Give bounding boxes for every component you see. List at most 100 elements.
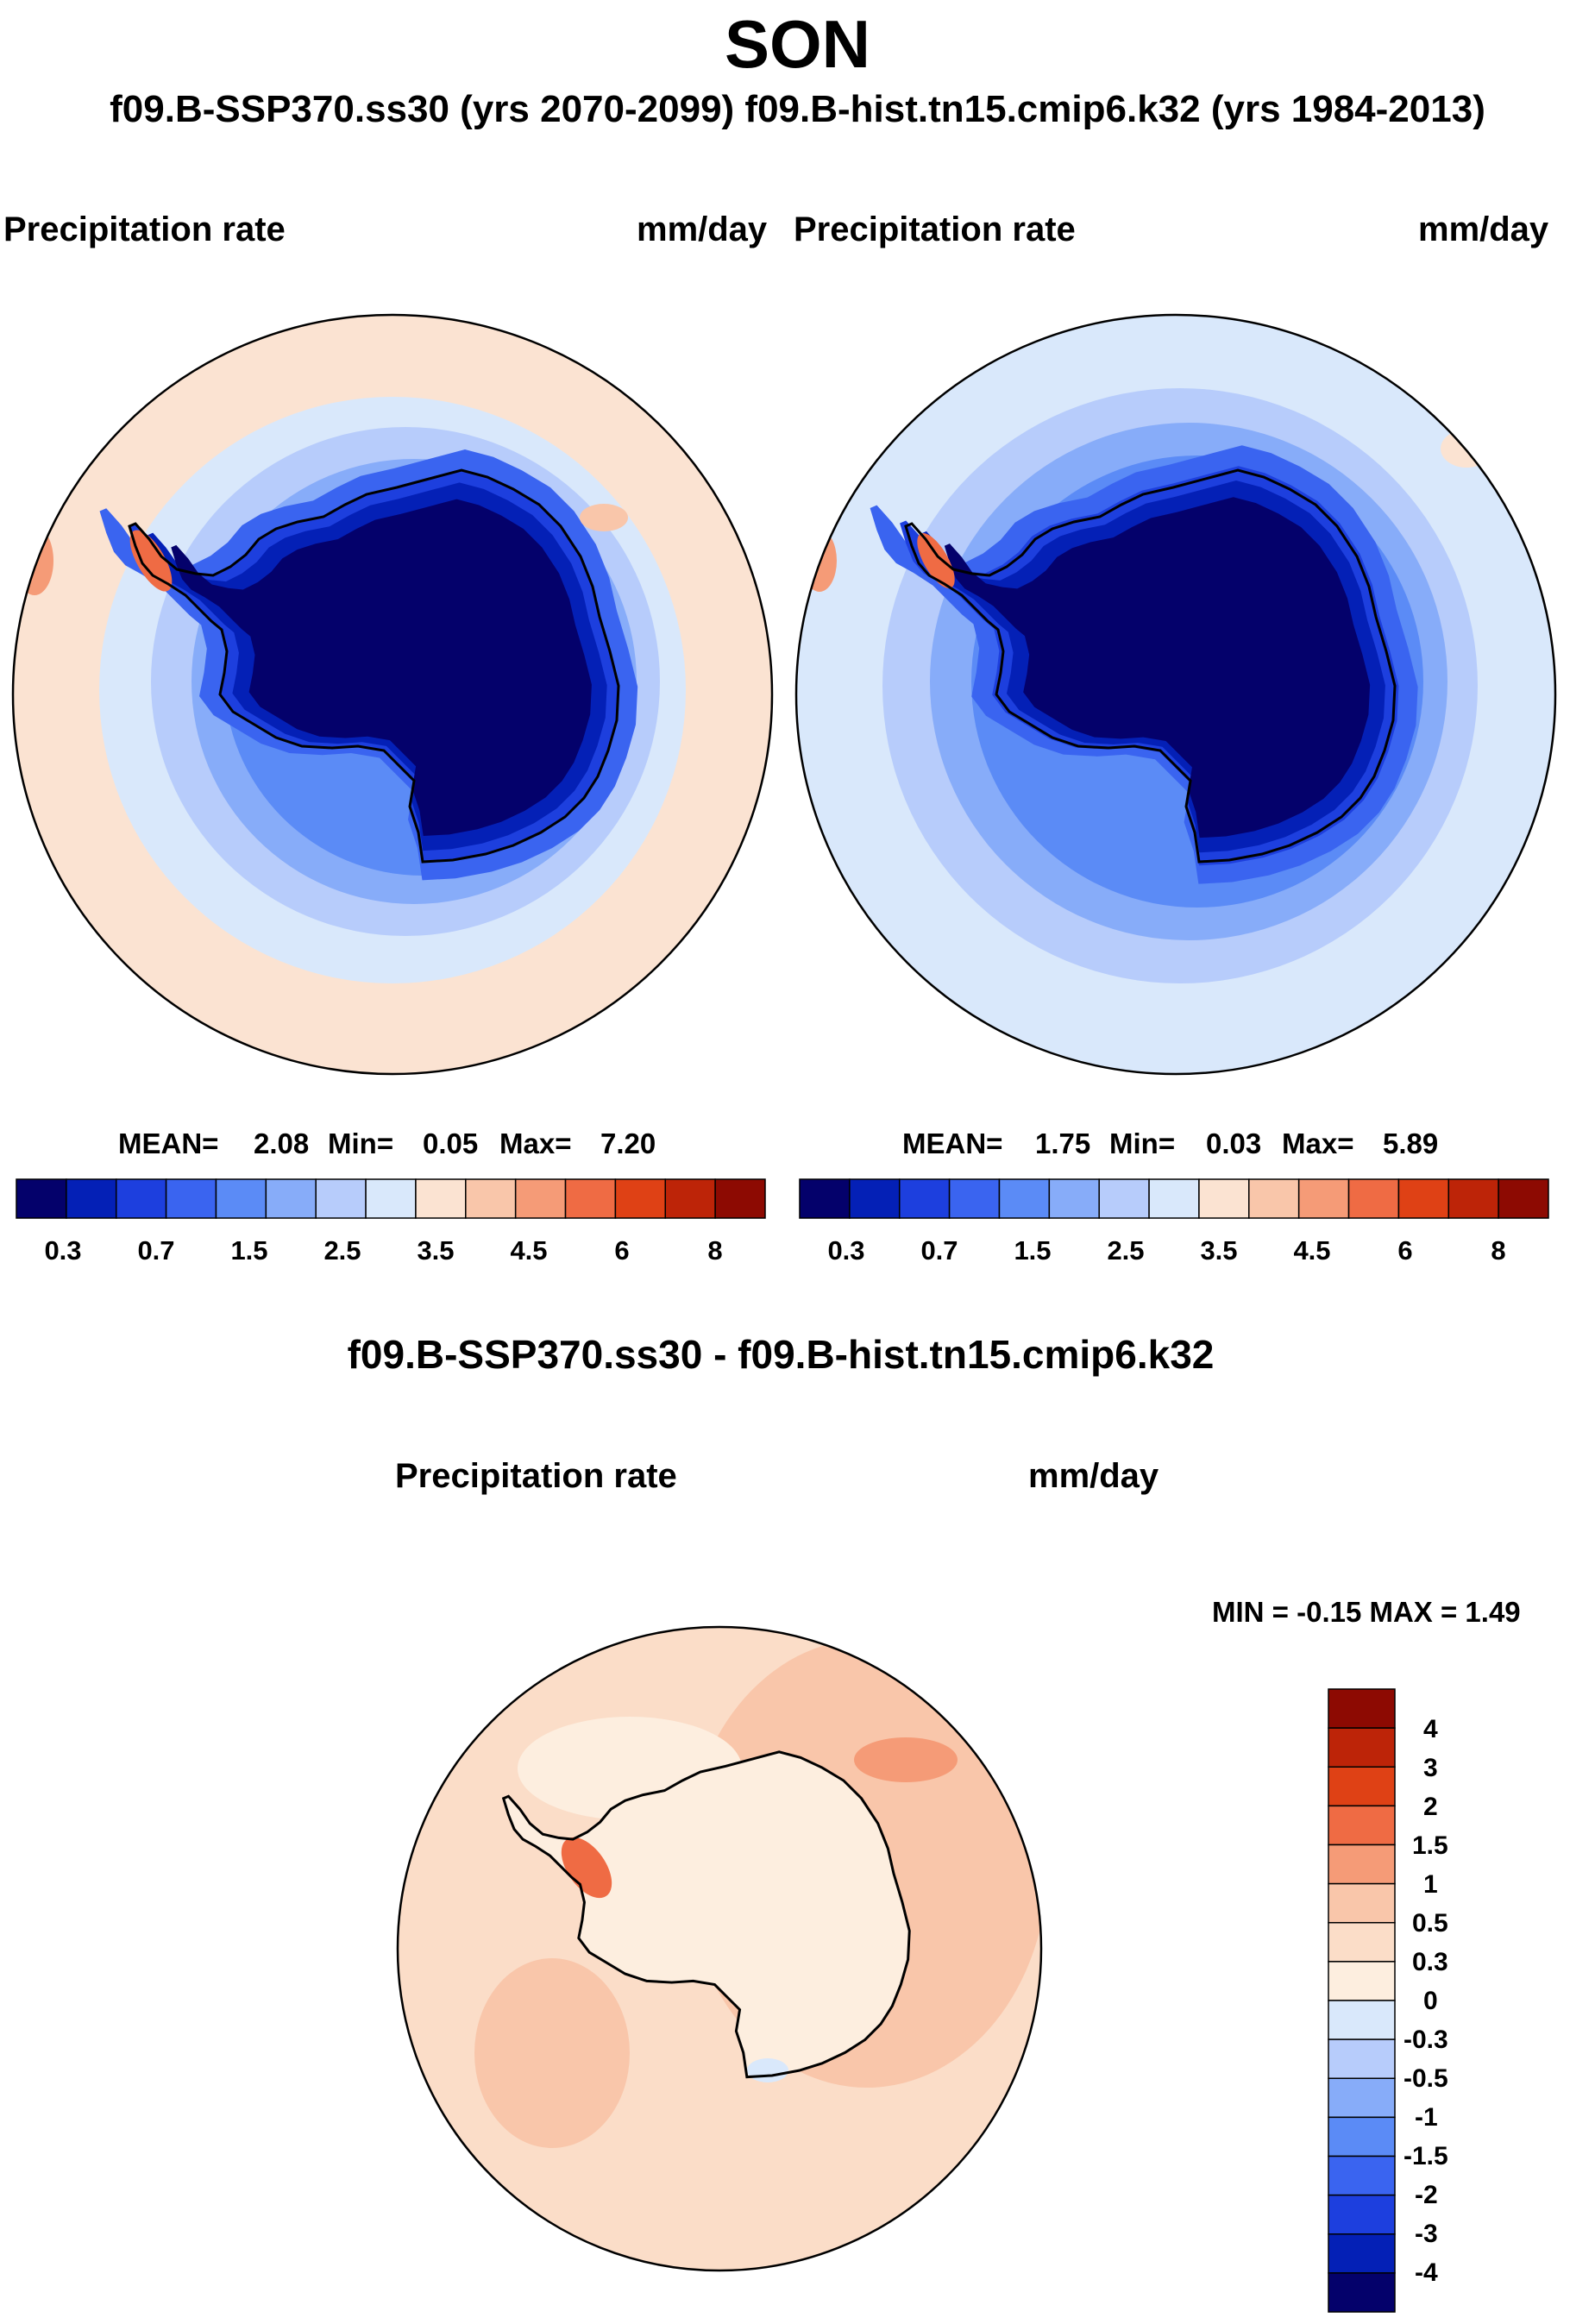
cbar1-tick: 6: [614, 1235, 630, 1266]
colorbar-swatch: [1048, 1178, 1100, 1219]
colorbar-swatch: [66, 1178, 117, 1219]
colorbar-swatch: [1328, 1766, 1396, 1807]
panel2-map: [796, 315, 1555, 1074]
cbar3-tick: -4: [1415, 2258, 1438, 2287]
cbar1-tick: 2.5: [323, 1235, 361, 1266]
cbar2-tick: 0.3: [827, 1235, 865, 1266]
colorbar-swatch: [1248, 1178, 1300, 1219]
panel3-map-border: [396, 1625, 1043, 2272]
colorbar-swatch: [16, 1178, 67, 1219]
cbar2-tick: 2.5: [1107, 1235, 1145, 1266]
panel3-left-label: Precipitation rate: [395, 1457, 677, 1495]
colorbar-swatch: [1148, 1178, 1200, 1219]
cbar1-tick: 3.5: [417, 1235, 455, 1266]
cbar3-tick: 4: [1423, 1715, 1438, 1743]
colorbar-swatch: [1328, 2272, 1396, 2313]
panel2-colorbar: [799, 1178, 1549, 1219]
colorbar-swatch: [1328, 1805, 1396, 1846]
panel2-mean-value: 1.75: [1035, 1127, 1091, 1159]
colorbar-swatch: [514, 1178, 567, 1219]
colorbar-swatch: [1328, 2194, 1396, 2235]
cbar2-tick: 6: [1397, 1235, 1413, 1266]
panel3-colorbar: [1328, 1688, 1396, 2313]
colorbar-swatch: [1328, 1961, 1396, 2001]
colorbar-swatch: [1328, 2038, 1396, 2080]
cbar1-tick: 4.5: [510, 1235, 548, 1266]
panel2-map-border: [794, 313, 1557, 1076]
colorbar-swatch: [365, 1178, 417, 1219]
cbar2-tick: 4.5: [1293, 1235, 1331, 1266]
colorbar-swatch: [1397, 1178, 1450, 1219]
cbar2-tick: 1.5: [1014, 1235, 1052, 1266]
colorbar-swatch: [1347, 1178, 1400, 1219]
panel1-min-value: 0.05: [423, 1127, 479, 1159]
colorbar-swatch: [564, 1178, 617, 1219]
colorbar-swatch: [115, 1178, 167, 1219]
cbar3-tick: -0.3: [1403, 2026, 1448, 2054]
cbar3-tick: 2: [1423, 1793, 1438, 1821]
panel3-units-label: mm/day: [1028, 1457, 1159, 1495]
colorbar-swatch: [415, 1178, 467, 1219]
panel1-map: [13, 315, 772, 1074]
colorbar-swatch: [1498, 1178, 1549, 1219]
cbar2-tick: 8: [1491, 1235, 1506, 1266]
difference-title: f09.B-SSP370.ss30 - f09.B-hist.tn15.cmip…: [347, 1332, 1215, 1377]
cbar2-tick: 3.5: [1200, 1235, 1238, 1266]
panel2-min-label: Min=: [1109, 1127, 1176, 1159]
colorbar-swatch: [714, 1178, 766, 1219]
cbar3-tick: 1.5: [1412, 1831, 1448, 1860]
colorbar-swatch: [1328, 2116, 1396, 2158]
colorbar-swatch: [1328, 2077, 1396, 2119]
colorbar-swatch: [1328, 2155, 1396, 2196]
cbar3-tick: -2: [1415, 2181, 1438, 2209]
colorbar-swatch: [1328, 1843, 1396, 1885]
panel1-mean-value: 2.08: [254, 1127, 310, 1159]
colorbar-swatch: [849, 1178, 901, 1219]
colorbar-swatch: [1447, 1178, 1499, 1219]
panel2-units-label: mm/day: [1418, 210, 1549, 248]
panel2-min-value: 0.03: [1206, 1127, 1262, 1159]
colorbar-swatch: [265, 1178, 317, 1219]
cbar1-tick: 8: [707, 1235, 723, 1266]
colorbar-swatch: [1328, 2000, 1396, 2040]
colorbar-swatch: [998, 1178, 1051, 1219]
colorbar-swatch: [1328, 1922, 1396, 1963]
colorbar-swatch: [465, 1178, 517, 1219]
colorbar-swatch: [1328, 1727, 1396, 1768]
cbar3-tick: -3: [1415, 2220, 1438, 2248]
cbar3-tick: 0: [1423, 1987, 1438, 2015]
panel2-max-label: Max=: [1282, 1127, 1354, 1159]
colorbar-swatch: [614, 1178, 667, 1219]
subtitle: f09.B-SSP370.ss30 (yrs 2070-2099) f09.B-…: [110, 88, 1485, 130]
cbar2-tick: 0.7: [920, 1235, 958, 1266]
panel3-minmax-stats: MIN = -0.15 MAX = 1.49: [1212, 1596, 1521, 1628]
cbar3-tick: -1.5: [1403, 2142, 1448, 2170]
panel1-mean-label: MEAN=: [118, 1127, 219, 1159]
panel1-colorbar: [16, 1178, 766, 1219]
cbar3-tick: 0.3: [1412, 1948, 1448, 1976]
panel1-max-label: Max=: [499, 1127, 572, 1159]
main-title: SON: [724, 6, 871, 82]
cbar3-tick: 0.5: [1412, 1909, 1448, 1938]
colorbar-swatch: [664, 1178, 716, 1219]
panel2-left-label: Precipitation rate: [794, 210, 1076, 248]
panel1-map-border: [11, 313, 774, 1076]
cbar3-tick: -0.5: [1403, 2064, 1448, 2093]
colorbar-swatch: [898, 1178, 951, 1219]
colorbar-swatch: [1328, 2233, 1396, 2274]
panel2-mean-label: MEAN=: [902, 1127, 1003, 1159]
colorbar-swatch: [1328, 1882, 1396, 1924]
panel1-units-label: mm/day: [637, 210, 768, 248]
panel1-max-value: 7.20: [600, 1127, 656, 1159]
colorbar-swatch: [799, 1178, 851, 1219]
colorbar-swatch: [315, 1178, 367, 1219]
colorbar-swatch: [1098, 1178, 1150, 1219]
panel2-max-value: 5.89: [1383, 1127, 1439, 1159]
colorbar-swatch: [948, 1178, 1001, 1219]
colorbar-swatch: [215, 1178, 267, 1219]
cbar1-tick: 1.5: [230, 1235, 268, 1266]
panel1-min-label: Min=: [328, 1127, 394, 1159]
panel1-left-label: Precipitation rate: [3, 210, 286, 248]
colorbar-swatch: [1328, 1688, 1396, 1729]
